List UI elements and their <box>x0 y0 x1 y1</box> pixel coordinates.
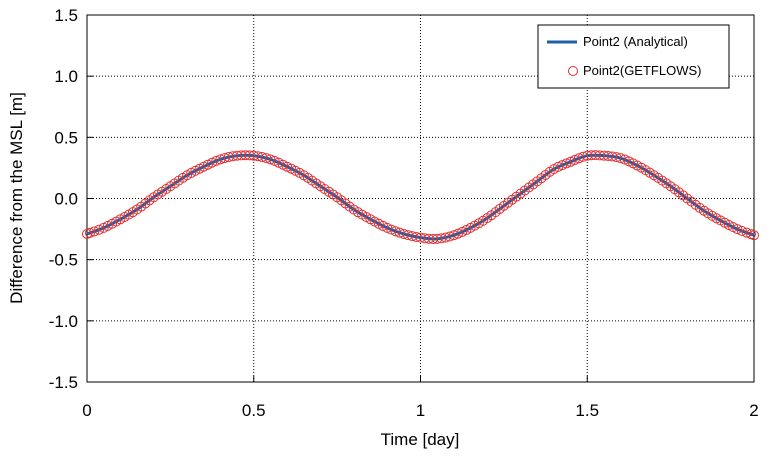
data-point <box>240 150 251 161</box>
data-point <box>227 151 238 162</box>
tick-marks <box>86 14 755 383</box>
data-point <box>586 150 597 161</box>
y-tick-label: 1.0 <box>54 67 78 86</box>
y-tick-label: 0.5 <box>54 128 78 147</box>
x-tick-label: 0 <box>82 401 91 420</box>
data-point <box>594 150 605 161</box>
data-point <box>582 150 593 161</box>
data-point <box>248 150 259 161</box>
series-layer <box>82 150 759 244</box>
data-point <box>590 150 601 161</box>
data-point <box>265 154 276 165</box>
y-tick-label: -1.0 <box>49 312 78 331</box>
data-point <box>232 150 243 161</box>
y-tick-label: -1.5 <box>49 373 78 392</box>
x-tick-label: 2 <box>749 401 758 420</box>
data-point <box>598 150 609 161</box>
data-point <box>236 150 247 161</box>
data-point <box>732 224 743 235</box>
legend-box <box>537 24 730 89</box>
data-point <box>741 227 752 238</box>
y-tick-label: -0.5 <box>49 251 78 270</box>
data-point <box>749 230 759 241</box>
data-point <box>94 224 105 235</box>
data-point <box>615 153 626 164</box>
x-tick-label: 1.5 <box>575 401 599 420</box>
data-point <box>428 233 439 244</box>
x-tick-label: 0.5 <box>242 401 266 420</box>
data-point <box>557 160 568 171</box>
data-point <box>736 225 747 236</box>
legend-label-getflows: Point2(GETFLOWS) <box>583 63 701 78</box>
legend-label-analytical: Point2 (Analytical) <box>583 34 688 49</box>
data-point <box>85 227 95 238</box>
data-point <box>89 226 100 237</box>
y-axis-title: Difference from the MSL [m] <box>7 92 26 304</box>
data-point <box>223 152 234 163</box>
legend-marker-swatch <box>568 66 578 76</box>
data-point <box>561 158 572 169</box>
data-point <box>415 232 426 243</box>
data-point <box>432 233 443 244</box>
data-point <box>419 233 430 244</box>
data-point <box>448 230 459 241</box>
data-point <box>603 151 614 162</box>
y-tick-label: 0.0 <box>54 190 78 209</box>
x-axis-title: Time [day] <box>381 430 460 449</box>
x-tick-labels: 0 0.5 1 1.5 2 <box>82 401 758 420</box>
y-tick-labels: -1.5 -1.0 -0.5 0.0 0.5 1.0 1.5 <box>49 6 78 392</box>
data-point <box>244 150 255 161</box>
x-tick-label: 1 <box>416 401 425 420</box>
data-point <box>423 233 434 244</box>
legend: Point2 (Analytical) Point2(GETFLOWS) <box>537 24 730 89</box>
series-markers-getflows <box>82 150 759 244</box>
y-tick-label: 1.5 <box>54 6 78 25</box>
data-point <box>411 231 422 242</box>
